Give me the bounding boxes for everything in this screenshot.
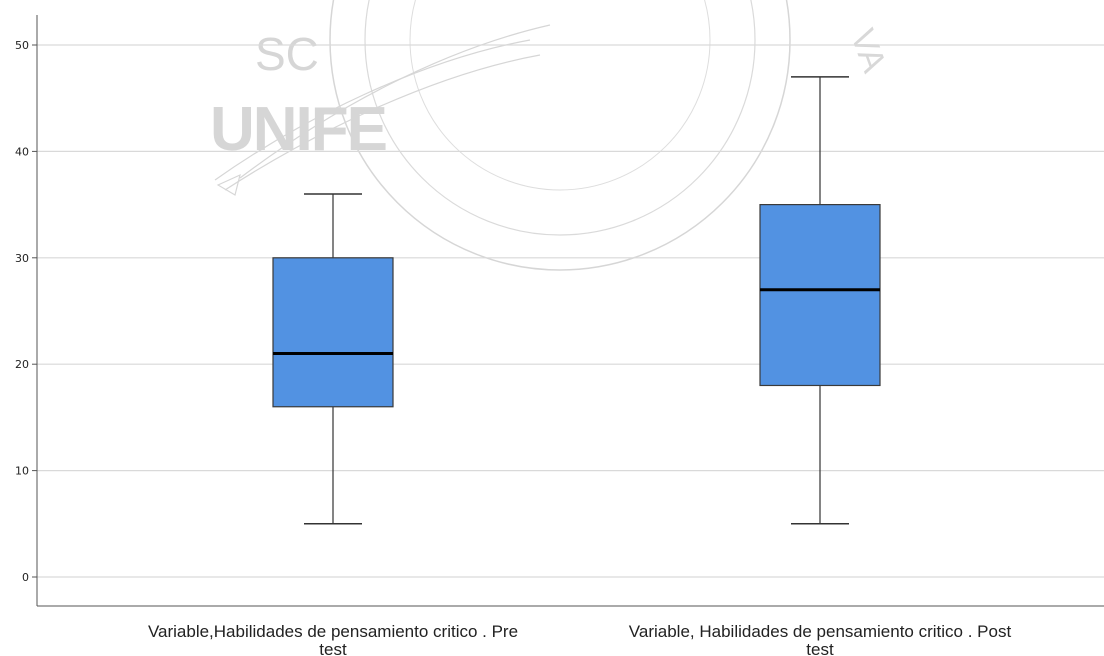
x-category-label-line: Variable,Habilidades de pensamiento crit… bbox=[148, 622, 518, 641]
box-group-post-test bbox=[759, 76, 881, 525]
watermark-text-top: SC bbox=[255, 28, 319, 80]
x-category-label-line: Variable, Habilidades de pensamiento cri… bbox=[629, 622, 1012, 641]
x-category-labels: Variable,Habilidades de pensamiento crit… bbox=[148, 622, 1012, 656]
watermark-text-main: UNIFE bbox=[210, 95, 386, 164]
gridlines bbox=[37, 44, 1104, 578]
box-group-pre-test bbox=[272, 193, 394, 525]
x-category-label: Variable,Habilidades de pensamiento crit… bbox=[148, 622, 518, 656]
watermark-text-arc: VA bbox=[843, 24, 893, 78]
x-category-label-line: test bbox=[319, 640, 347, 656]
watermark-ring-outer bbox=[329, 0, 791, 271]
y-tick-label: 0 bbox=[22, 571, 29, 584]
box-iqr bbox=[759, 204, 881, 387]
y-tick-labels: 0 10 20 30 40 50 bbox=[15, 39, 29, 584]
box-iqr bbox=[272, 257, 394, 408]
y-tick-label: 30 bbox=[15, 252, 29, 265]
watermark-ring-core bbox=[409, 0, 711, 191]
x-category-label-line: test bbox=[806, 640, 834, 656]
y-tick-label: 10 bbox=[15, 465, 29, 478]
y-tick-label: 40 bbox=[15, 145, 29, 158]
y-tick-label: 20 bbox=[15, 358, 29, 371]
y-tick-label: 50 bbox=[15, 39, 29, 52]
axes bbox=[32, 15, 1104, 607]
watermark-ring-inner bbox=[364, 0, 756, 236]
box-series bbox=[272, 76, 881, 525]
x-category-label: Variable, Habilidades de pensamiento cri… bbox=[629, 622, 1012, 656]
